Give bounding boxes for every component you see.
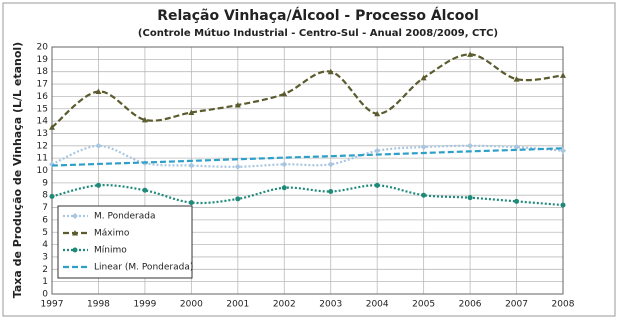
point bbox=[281, 185, 287, 191]
x-tick-label: 1998 bbox=[87, 300, 110, 310]
legend-label: Linear (M. Ponderada) bbox=[94, 263, 193, 273]
point bbox=[95, 142, 102, 149]
y-tick-label: 5 bbox=[42, 228, 48, 238]
point bbox=[514, 198, 520, 204]
x-tick-label: 1999 bbox=[133, 300, 156, 310]
legend-label: Mínimo bbox=[94, 246, 127, 256]
point bbox=[95, 182, 101, 188]
x-tick-label: 2008 bbox=[552, 300, 575, 310]
y-tick-label: 9 bbox=[42, 178, 48, 188]
series-line bbox=[51, 53, 564, 129]
point bbox=[72, 230, 78, 236]
point bbox=[374, 182, 380, 188]
y-tick-label: 4 bbox=[42, 240, 48, 250]
point bbox=[95, 88, 102, 94]
point bbox=[467, 51, 474, 57]
point bbox=[421, 192, 427, 198]
legend-label: M. Ponderada bbox=[94, 212, 156, 222]
x-tick-label: 2006 bbox=[459, 300, 482, 310]
point bbox=[281, 90, 288, 97]
point bbox=[188, 109, 195, 115]
point bbox=[142, 187, 148, 193]
y-tick-label: 1 bbox=[42, 277, 48, 287]
point bbox=[374, 147, 381, 154]
y-tick-label: 7 bbox=[42, 203, 48, 213]
y-tick-label: 3 bbox=[42, 252, 48, 262]
point bbox=[513, 144, 520, 151]
series-line bbox=[51, 144, 564, 168]
point bbox=[420, 74, 427, 81]
x-tick-label: 2005 bbox=[412, 300, 435, 310]
point bbox=[374, 110, 381, 117]
point bbox=[234, 102, 241, 108]
y-tick-label: 15 bbox=[37, 104, 48, 114]
y-tick-label: 17 bbox=[37, 80, 48, 90]
point bbox=[141, 116, 148, 123]
y-tick-label: 16 bbox=[37, 92, 49, 102]
point bbox=[188, 162, 195, 169]
y-tick-label: 2 bbox=[42, 265, 48, 275]
x-tick-label: 2002 bbox=[273, 300, 296, 310]
y-tick-label: 14 bbox=[37, 117, 49, 127]
x-tick-label: 2007 bbox=[505, 300, 528, 310]
point bbox=[72, 213, 78, 219]
point bbox=[188, 200, 194, 206]
legend-box bbox=[57, 205, 193, 279]
x-tick-label: 2004 bbox=[366, 300, 389, 310]
point bbox=[49, 124, 55, 130]
point bbox=[72, 247, 78, 253]
y-tick-label: 12 bbox=[37, 141, 48, 151]
point bbox=[327, 161, 334, 168]
x-tick-label: 2000 bbox=[180, 300, 203, 310]
point bbox=[560, 202, 566, 208]
y-tick-label: 20 bbox=[37, 43, 49, 53]
x-tick-label: 2001 bbox=[226, 300, 249, 310]
point bbox=[281, 161, 288, 168]
point bbox=[327, 68, 334, 75]
series-line bbox=[51, 147, 564, 167]
point bbox=[420, 144, 427, 151]
series-line bbox=[51, 184, 564, 207]
point bbox=[49, 193, 55, 199]
x-tick-label: 2003 bbox=[319, 300, 342, 310]
y-axis-label: Taxa de Produção de Vinhaça (L/L etanol) bbox=[11, 42, 24, 298]
legend-label: Máximo bbox=[94, 229, 130, 239]
point bbox=[513, 76, 520, 82]
point bbox=[328, 188, 334, 194]
y-tick-label: 13 bbox=[37, 129, 48, 139]
y-tick-label: 6 bbox=[42, 215, 48, 225]
point bbox=[235, 196, 241, 202]
y-tick-label: 8 bbox=[42, 191, 48, 201]
point bbox=[467, 195, 473, 201]
y-tick-label: 0 bbox=[42, 290, 48, 300]
point bbox=[560, 72, 566, 78]
y-tick-label: 19 bbox=[37, 55, 49, 65]
plot-border bbox=[51, 46, 564, 295]
point bbox=[467, 142, 474, 149]
chart-subtitle: (Controle Mútuo Industrial - Centro-Sul … bbox=[138, 27, 498, 39]
y-tick-label: 10 bbox=[37, 166, 49, 176]
y-tick-label: 11 bbox=[37, 154, 48, 164]
x-tick-label: 1997 bbox=[41, 300, 64, 310]
legend: M. Ponderada Máximo Mínimo Linear (M. Ponde… bbox=[57, 205, 193, 279]
chart-title: Relação Vinhaça/Álcool - Processo Álcool bbox=[157, 7, 479, 24]
point bbox=[234, 163, 241, 170]
y-tick-label: 18 bbox=[37, 67, 49, 77]
